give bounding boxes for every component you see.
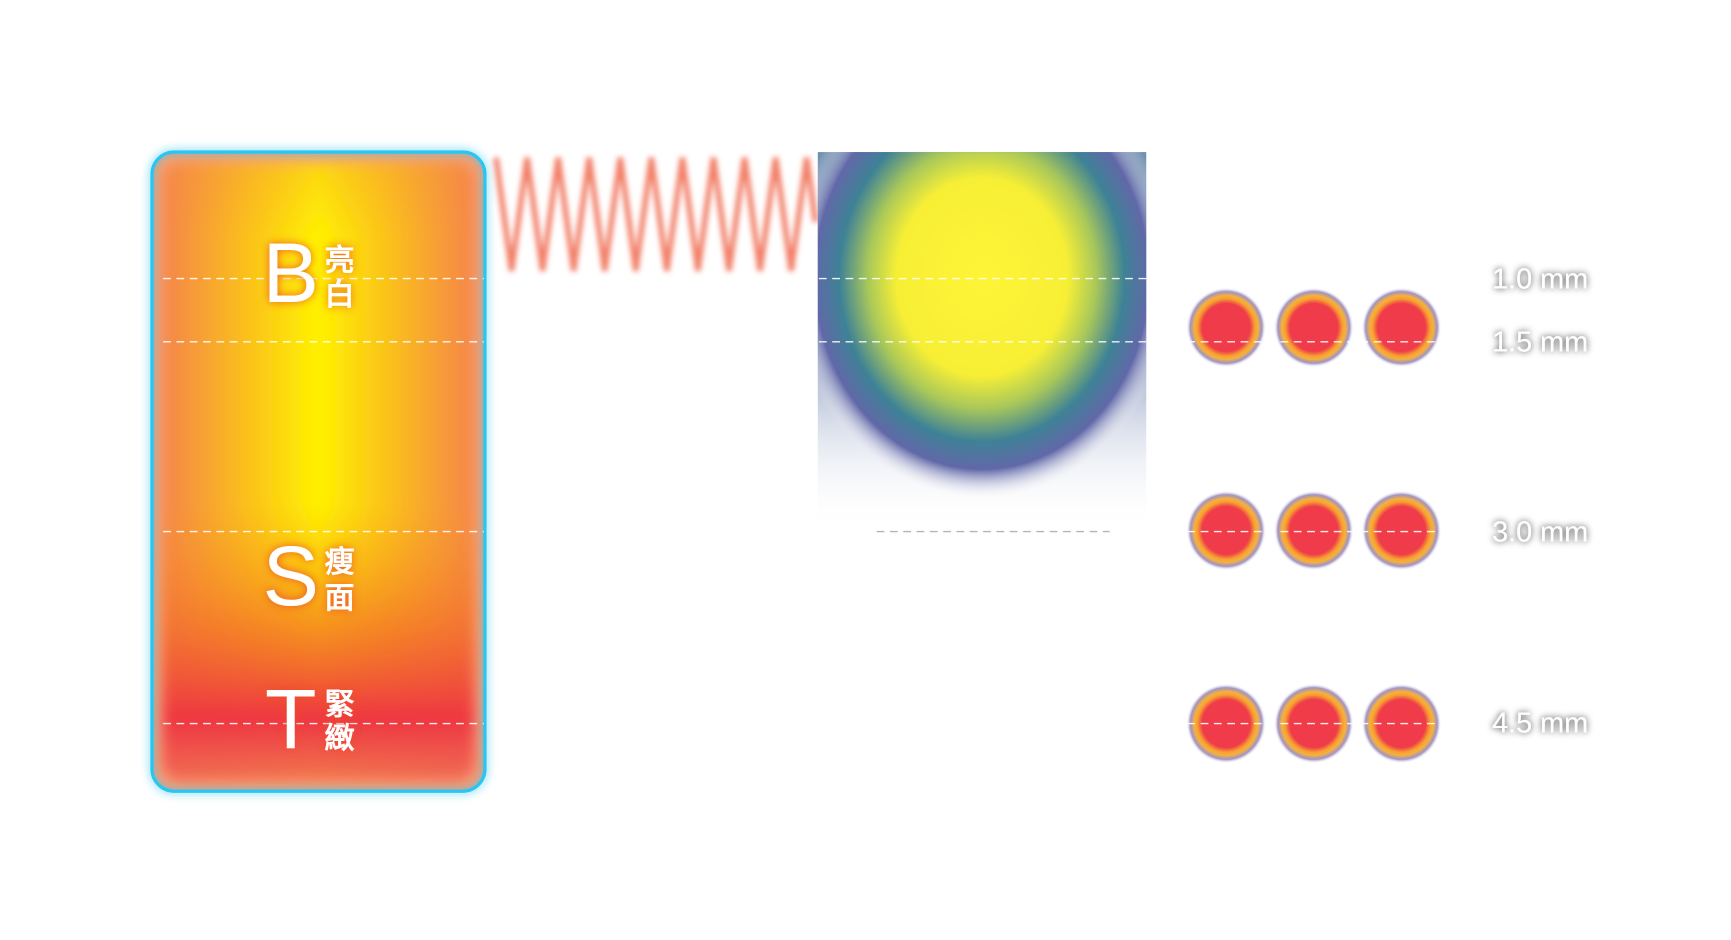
- focus-dot: [1186, 287, 1267, 368]
- layer-letter: B: [263, 226, 319, 320]
- layer-label: 瘦: [325, 545, 355, 580]
- depth-label: 3.0 mm: [1492, 516, 1588, 548]
- panel-border: [150, 150, 487, 793]
- layer-label: 面: [325, 581, 355, 616]
- depth-label: 1.0 mm: [1492, 263, 1588, 295]
- layer-label: 亮: [325, 243, 355, 278]
- wave: [493, 157, 819, 272]
- panel-shade: [162, 162, 475, 782]
- depth-labels: 1.0 mm 1.5 mm 3.0 mm 4.5 mm: [1492, 263, 1588, 739]
- layer-labels: B 亮 白 S 瘦 面 T 緊 緻: [263, 226, 355, 766]
- layer-label: 緻: [325, 722, 355, 757]
- energy-panel: [153, 153, 484, 791]
- layer-letter: S: [263, 529, 319, 623]
- focus-dot: [1273, 490, 1354, 571]
- dots: [1186, 287, 1442, 764]
- guides: [163, 277, 1147, 725]
- layer-label: 緊: [325, 687, 355, 722]
- depth-label: 4.5 mm: [1492, 707, 1588, 739]
- depth-label: 1.5 mm: [1492, 327, 1588, 359]
- focus-dot: [1186, 490, 1267, 571]
- focus-dot: [1361, 287, 1442, 368]
- focus-dot: [1186, 683, 1267, 764]
- focus-dot: [1273, 287, 1354, 368]
- layer-label: 白: [325, 278, 355, 313]
- focus-dot: [1361, 490, 1442, 571]
- layer-letter: T: [265, 672, 317, 766]
